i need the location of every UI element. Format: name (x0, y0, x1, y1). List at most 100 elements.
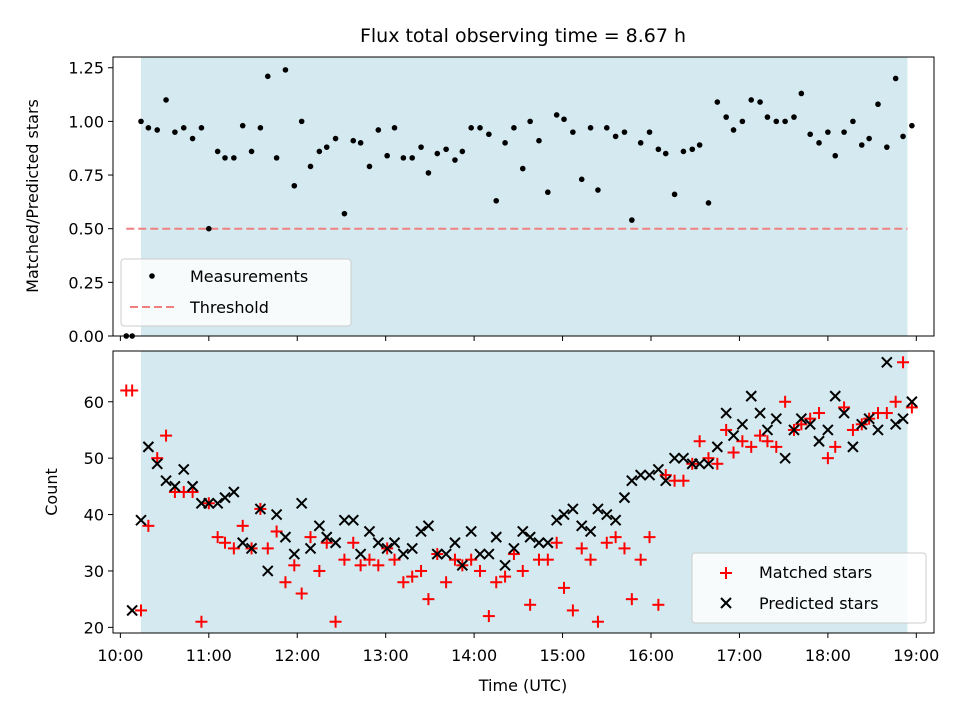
predicted-star-point (524, 531, 536, 543)
y-tick-label: 1.25 (68, 59, 104, 78)
predicted-star-point (363, 525, 376, 538)
matched-star-point (516, 564, 529, 577)
measurement-point (350, 137, 357, 144)
measurement-point (825, 129, 831, 135)
measurement-point (782, 118, 788, 125)
matched-star-point (338, 553, 351, 566)
measurement-point (578, 176, 585, 183)
x-tick-label: 17:00 (716, 646, 762, 665)
bottom-x-ticks: 10:00 11:00 12:00 13:00 14:00 15:00 16:00 17:00… (97, 633, 939, 665)
predicted-star-point (151, 458, 163, 470)
matched-star-point (388, 553, 401, 566)
predicted-star-point (219, 491, 231, 504)
y-tick-label: 50 (84, 449, 104, 468)
predicted-star-point (822, 424, 834, 436)
matched-star-point (795, 418, 808, 431)
predicted-star-point (813, 435, 825, 447)
measurement-point (486, 131, 492, 138)
predicted-star-point (313, 520, 326, 532)
predicted-star-point (186, 480, 199, 493)
predicted-star-point (881, 356, 893, 368)
predicted-star-point (856, 418, 868, 431)
matched-star-point (643, 531, 656, 544)
predicted-star-point (804, 418, 816, 431)
predicted-star-point (550, 514, 563, 526)
matched-star-point (659, 469, 672, 482)
measurement-point (264, 73, 271, 80)
measurement-point (655, 146, 662, 153)
measurement-point (841, 129, 847, 135)
matched-star-point (550, 536, 563, 549)
measurement-point (323, 144, 330, 150)
y-tick-label: 1.00 (68, 112, 104, 131)
measurement-point (629, 217, 635, 223)
matched-star-point (770, 440, 783, 453)
measurement-point (316, 148, 323, 155)
legend-matched-label: Matched stars (759, 563, 872, 582)
measurement-point (298, 118, 305, 125)
predicted-star-point (592, 503, 604, 515)
matched-star-point (372, 559, 385, 572)
matched-star-point (754, 429, 767, 442)
predicted-star-point (295, 497, 308, 509)
matched-star-point (566, 604, 579, 617)
measurement-point (409, 155, 416, 161)
x-tick-label: 14:00 (451, 646, 497, 665)
predicted-star-point (727, 429, 740, 442)
measurement-point (248, 148, 255, 155)
predicted-star-point (711, 441, 724, 453)
matched-star-point (634, 553, 647, 566)
x-tick-label: 15:00 (540, 646, 586, 665)
matched-star-point (584, 553, 597, 566)
predicted-star-point (279, 531, 292, 543)
predicted-star-point (381, 542, 393, 555)
matched-star-point (829, 440, 842, 453)
matched-star-point (261, 542, 274, 555)
measurement-point (909, 122, 915, 129)
matched-star-point (702, 452, 715, 465)
matched-star-point (720, 423, 733, 436)
predicted-star-point (178, 463, 190, 476)
measurement-point (757, 99, 763, 105)
predicted-star-point (643, 469, 656, 481)
predicted-star-point (237, 537, 249, 549)
matched-star-point (541, 553, 554, 566)
x-tick-label: 16:00 (628, 646, 674, 665)
predicted-star-point (693, 458, 706, 470)
measurement-point (418, 144, 424, 150)
measurement-point (705, 200, 712, 206)
measurement-point (511, 125, 517, 131)
measurement-point (163, 97, 169, 103)
measurement-point (816, 140, 822, 146)
x-axis-label: Time (UTC) (478, 676, 567, 695)
measurement-point (662, 150, 669, 157)
predicted-star-point (745, 390, 757, 402)
x-tick-label: 13:00 (363, 646, 409, 665)
matched-star-point (745, 440, 758, 453)
matched-star-point (591, 615, 604, 628)
predicted-star-point (770, 412, 782, 425)
measurement-point (637, 140, 644, 146)
measurement-point (222, 155, 228, 161)
legend-threshold-label: Threshold (189, 298, 269, 317)
measurement-point (739, 118, 746, 125)
predicted-star-point (347, 514, 359, 526)
y-tick-label: 0.75 (68, 166, 104, 185)
legend-matched-marker (720, 567, 732, 579)
measurement-point (858, 142, 865, 148)
predicted-star-point (609, 514, 622, 526)
predicted-star-point (829, 390, 841, 402)
top-y-ticks: 0.00 0.25 0.50 0.75 1.00 1.25 (68, 59, 113, 346)
predicted-star-point (847, 441, 859, 453)
measurement-point (689, 146, 696, 153)
predicted-star-point (372, 537, 385, 549)
predicted-star-point (601, 508, 613, 521)
legend-predicted-marker (720, 597, 732, 609)
predicted-star-point (702, 458, 715, 470)
matched-star-point (186, 486, 199, 498)
matched-star-point (279, 576, 292, 589)
matched-star-point (727, 446, 740, 459)
matched-star-point (804, 412, 817, 425)
bottom-y-axis-label: Count (42, 468, 61, 516)
